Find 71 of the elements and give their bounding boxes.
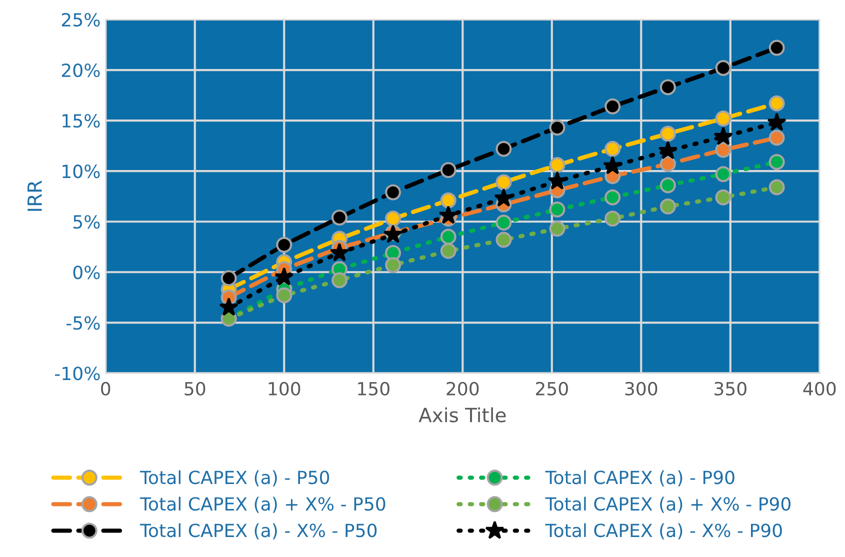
point [658, 140, 678, 160]
point [768, 130, 785, 146]
y-tick-label: 25% [62, 12, 100, 27]
point [274, 267, 294, 286]
point [715, 166, 732, 182]
point [219, 297, 238, 316]
point [604, 210, 621, 227]
point [767, 112, 786, 131]
point [496, 214, 512, 231]
point [660, 126, 676, 142]
point [440, 192, 456, 208]
y-tick-label: 0% [73, 266, 100, 280]
y-tick-label: 20% [62, 63, 100, 78]
x-tick-label: 150 [358, 382, 390, 396]
point [440, 162, 456, 178]
point [660, 156, 676, 172]
legend-label: Total CAPEX (a) - X% - P90 [545, 523, 782, 540]
y-tick-label: 15% [62, 114, 100, 128]
point [331, 272, 348, 288]
y-tick-label: 5% [74, 215, 100, 229]
x-tick-label: 200 [446, 382, 479, 396]
x-tick-label: 300 [625, 382, 658, 396]
point [330, 242, 350, 262]
legend-label: Total CAPEX (a) - X% - P50 [140, 523, 377, 540]
point [549, 201, 566, 218]
point [331, 210, 348, 226]
y-tick-label: -5% [66, 316, 100, 330]
legend-label: Total CAPEX (a) + X% - P50 [140, 496, 386, 513]
point [768, 40, 785, 56]
point [604, 189, 621, 206]
point [440, 228, 456, 245]
point [768, 95, 785, 112]
legend-label: Total CAPEX (a) + X% - P90 [545, 496, 790, 513]
point [220, 270, 237, 286]
point [715, 60, 732, 76]
point [714, 126, 733, 146]
point [768, 179, 785, 196]
legend-label: Total CAPEX (a) - P90 [545, 470, 734, 486]
legend-label: Total CAPEX (a) - P50 [140, 470, 330, 486]
point [768, 154, 785, 170]
point [385, 257, 402, 274]
point [385, 210, 402, 227]
x-tick-label: 400 [803, 382, 836, 396]
point [549, 220, 566, 237]
point [660, 177, 676, 194]
point [496, 174, 512, 190]
x-tick-label: 100 [268, 382, 300, 396]
point [276, 287, 292, 304]
x-axis-title: Axis Title [418, 407, 506, 422]
point [715, 110, 732, 127]
point [276, 236, 292, 253]
y-axis-title: IRR [28, 180, 42, 211]
x-tick-label: 50 [184, 382, 206, 396]
point [549, 157, 566, 174]
x-tick-label: 250 [536, 382, 568, 396]
y-tick-label: 10% [62, 164, 100, 178]
point [438, 205, 458, 224]
point [385, 184, 402, 200]
x-tick-label: 350 [714, 382, 746, 396]
point [715, 189, 732, 206]
point [440, 242, 456, 259]
point [660, 79, 676, 96]
point [496, 232, 512, 248]
point [715, 142, 732, 158]
x-tick-label: 0 [101, 382, 110, 396]
point [660, 198, 676, 214]
point [604, 98, 621, 114]
y-tick-label: -10% [55, 366, 100, 380]
point [549, 120, 566, 136]
point [496, 140, 512, 157]
point [604, 140, 621, 157]
